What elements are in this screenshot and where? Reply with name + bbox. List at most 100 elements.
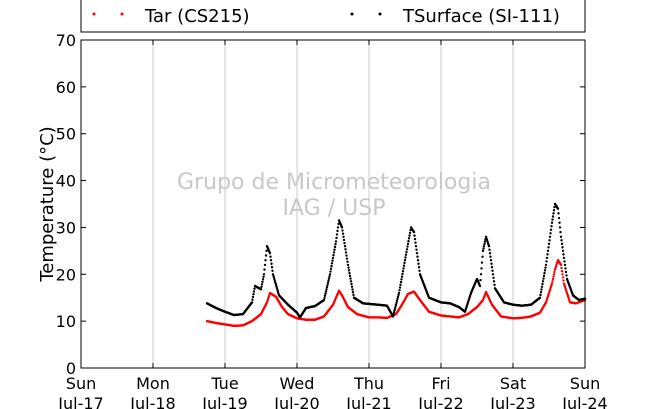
data-point bbox=[265, 249, 268, 253]
data-point bbox=[543, 271, 546, 275]
data-point bbox=[560, 239, 563, 242]
data-point bbox=[416, 255, 419, 258]
data-point bbox=[251, 295, 255, 299]
data-point bbox=[552, 273, 556, 276]
data-point bbox=[539, 293, 542, 297]
data-point bbox=[351, 291, 355, 294]
data-point bbox=[562, 253, 565, 256]
data-point bbox=[544, 263, 548, 267]
data-point bbox=[483, 240, 487, 243]
data-point bbox=[558, 226, 562, 229]
data-point bbox=[393, 309, 396, 312]
data-point bbox=[269, 259, 273, 262]
series-tsurface bbox=[205, 202, 587, 319]
data-point bbox=[270, 266, 274, 269]
grid-lines bbox=[152, 40, 514, 368]
data-point bbox=[269, 255, 272, 258]
data-point bbox=[352, 293, 355, 297]
data-point bbox=[545, 256, 549, 260]
data-point bbox=[552, 275, 555, 278]
data-point bbox=[261, 280, 264, 283]
data-point bbox=[414, 241, 417, 244]
data-point bbox=[399, 283, 402, 287]
data-point bbox=[551, 280, 554, 283]
data-point bbox=[480, 267, 483, 270]
data-point bbox=[542, 274, 546, 278]
data-point bbox=[545, 260, 548, 263]
data-point bbox=[347, 266, 350, 269]
data-point bbox=[324, 290, 328, 293]
data-point bbox=[392, 311, 396, 314]
data-point bbox=[562, 256, 566, 260]
series-tar bbox=[205, 259, 587, 328]
data-point bbox=[404, 253, 408, 256]
data-point bbox=[329, 267, 333, 271]
data-point bbox=[404, 256, 407, 259]
data-point bbox=[392, 313, 395, 316]
y-axis-title: Temperature (°C) bbox=[37, 126, 58, 282]
data-point bbox=[344, 248, 347, 251]
data-point bbox=[322, 298, 326, 302]
x-tick-label-date: Jul-18 bbox=[129, 394, 175, 409]
data-point bbox=[551, 277, 555, 281]
data-point bbox=[261, 278, 265, 281]
data-point bbox=[546, 253, 549, 256]
data-point bbox=[549, 232, 552, 235]
y-tick-label: 40 bbox=[56, 172, 76, 191]
legend-marker-tar bbox=[92, 12, 96, 16]
data-point bbox=[560, 269, 564, 273]
data-point bbox=[260, 285, 263, 288]
data-point bbox=[263, 268, 266, 271]
x-tick-label-date: Jul-22 bbox=[417, 394, 463, 409]
data-point bbox=[479, 273, 483, 276]
data-point bbox=[493, 283, 496, 287]
data-point bbox=[331, 256, 335, 260]
data-point bbox=[548, 239, 551, 242]
data-point bbox=[489, 259, 493, 262]
data-point bbox=[332, 253, 335, 257]
data-point bbox=[350, 282, 353, 286]
data-point bbox=[414, 244, 418, 248]
data-point bbox=[403, 261, 406, 265]
data-point bbox=[334, 240, 338, 243]
data-point bbox=[407, 237, 411, 240]
data-point bbox=[324, 292, 327, 295]
data-point bbox=[547, 246, 550, 249]
data-point bbox=[343, 244, 347, 248]
x-tick-label-date: Jul-21 bbox=[345, 394, 391, 409]
data-point bbox=[481, 249, 485, 253]
data-point bbox=[347, 269, 351, 272]
data-point bbox=[490, 262, 493, 265]
data-point bbox=[251, 298, 254, 301]
data-point bbox=[480, 261, 484, 264]
data-point bbox=[481, 255, 484, 258]
x-tick-label-date: Jul-19 bbox=[201, 394, 247, 409]
data-point bbox=[399, 280, 403, 284]
data-point bbox=[546, 249, 550, 253]
data-point bbox=[561, 246, 564, 249]
legend-marker-tsurface bbox=[378, 12, 382, 16]
data-point bbox=[398, 286, 402, 289]
data-point bbox=[252, 290, 256, 293]
x-tick-label-date: Jul-24 bbox=[561, 394, 607, 409]
data-point bbox=[550, 221, 554, 224]
data-point bbox=[553, 205, 556, 209]
data-point bbox=[401, 269, 405, 273]
data-point bbox=[333, 248, 336, 251]
data-point bbox=[543, 269, 547, 272]
data-point bbox=[482, 244, 486, 248]
data-point bbox=[491, 269, 494, 272]
data-point bbox=[540, 285, 544, 288]
data-point bbox=[268, 252, 272, 255]
data-point bbox=[488, 248, 491, 251]
data-point bbox=[406, 245, 409, 248]
data-point bbox=[565, 274, 568, 277]
y-tick-label: 0 bbox=[66, 359, 76, 378]
y-tick-label: 60 bbox=[56, 78, 76, 97]
data-point bbox=[263, 263, 267, 267]
data-point bbox=[398, 289, 401, 292]
data-point bbox=[332, 251, 336, 254]
legend-box bbox=[80, 0, 586, 33]
data-point bbox=[400, 275, 404, 278]
